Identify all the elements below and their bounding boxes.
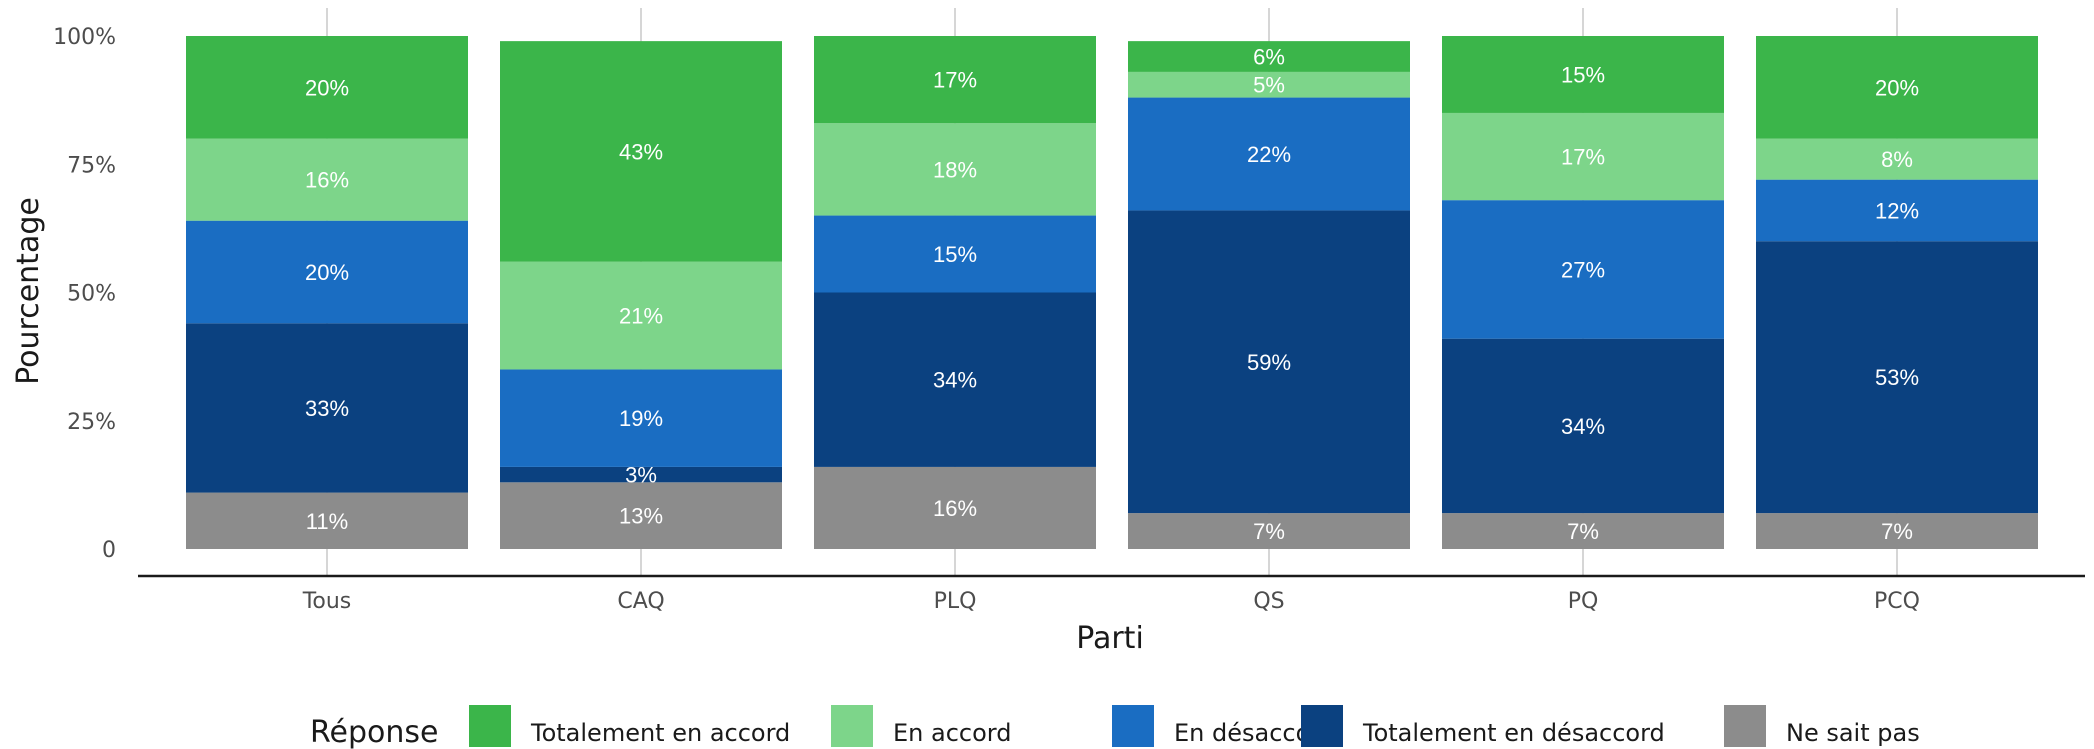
bar-segment <box>1756 36 2038 139</box>
bar-segment <box>186 138 468 221</box>
bar-value-label: 27% <box>1561 257 1605 282</box>
bar-segment <box>1756 138 2038 180</box>
bar-value-label: 7% <box>1567 519 1599 544</box>
segment-labels: 11% 33% 20% 16% 20% 13% 3% 19% 21% 43% 16% 34% 15% 18… <box>305 45 1919 545</box>
bar-value-label: 3% <box>625 463 657 488</box>
bar-segment <box>186 220 468 324</box>
bar-value-label: 34% <box>1561 414 1605 439</box>
bar-value-label: 13% <box>619 504 663 529</box>
legend-title: Réponse <box>310 715 438 749</box>
y-tick-label: 0 <box>102 538 116 563</box>
bar-value-label: 22% <box>1247 142 1291 167</box>
bar-segment <box>1442 513 1724 549</box>
bar-value-label: 20% <box>1875 75 1919 100</box>
bar-segment <box>186 36 468 139</box>
bar-value-label: 11% <box>306 509 348 534</box>
bar-value-label: 7% <box>1253 519 1285 544</box>
bar-segment <box>500 41 782 262</box>
bar-segment <box>814 292 1096 467</box>
bar-segment <box>814 123 1096 216</box>
bar-segment <box>1442 200 1724 339</box>
bar-value-label: 8% <box>1881 147 1913 172</box>
bar-value-label: 34% <box>933 368 977 393</box>
bar-segment <box>1128 71 1410 98</box>
bar-value-label: 53% <box>1875 365 1919 390</box>
x-tick-label: QS <box>1253 589 1284 614</box>
y-tick-label: 25% <box>67 410 116 435</box>
bar-segment <box>1756 513 2038 549</box>
y-tick-label: 100% <box>53 25 116 50</box>
bar-segment <box>814 215 1096 293</box>
bar-value-label: 43% <box>619 139 663 164</box>
bar-value-label: 17% <box>933 68 977 93</box>
bar-segment <box>1128 210 1410 514</box>
y-tick-label: 50% <box>67 282 116 307</box>
bar-segment <box>500 466 782 483</box>
legend-swatch <box>1724 705 1766 747</box>
bar-segment <box>1756 241 2038 514</box>
bar-value-label: 7% <box>1881 519 1913 544</box>
bar-value-label: 12% <box>1875 198 1919 223</box>
y-axis-title: Pourcentage <box>11 197 46 385</box>
bar-value-label: 19% <box>619 406 663 431</box>
bar-segment <box>1128 41 1410 72</box>
legend-swatch <box>831 705 873 747</box>
bar-segment <box>814 466 1096 549</box>
bar-segment <box>1756 179 2038 242</box>
bar-segment <box>1128 97 1410 211</box>
bar-value-label: 16% <box>305 168 349 193</box>
bar-value-label: 15% <box>933 242 977 267</box>
bar-segment <box>186 323 468 493</box>
bar-segment <box>1442 36 1724 113</box>
bars <box>186 36 2038 549</box>
x-tick-label: PCQ <box>1874 589 1920 614</box>
legend-label: Ne sait pas <box>1786 719 1920 747</box>
legend: Réponse Totalement en accord En accord En … <box>310 705 1920 749</box>
x-axis: Tous CAQ PLQ QS PQ PCQ <box>138 574 2085 614</box>
bar-value-label: 6% <box>1253 45 1285 70</box>
bar-segment <box>500 261 782 370</box>
bar-segment <box>1442 338 1724 514</box>
legend-swatch <box>469 705 511 747</box>
bar-value-label: 17% <box>1561 145 1605 170</box>
bar-segment <box>500 482 782 549</box>
bar-segment <box>814 36 1096 124</box>
legend-swatch <box>1301 705 1343 747</box>
bar-value-label: 18% <box>933 157 977 182</box>
legend-label: Totalement en accord <box>530 719 790 747</box>
y-axis: 0 25% 50% 75% 100% <box>53 25 116 563</box>
bar-value-label: 33% <box>305 396 349 421</box>
legend-label: En accord <box>893 719 1011 747</box>
y-tick-label: 75% <box>67 153 116 178</box>
bar-segment <box>1128 513 1410 549</box>
x-tick-label: Tous <box>302 589 352 614</box>
bar-value-label: 20% <box>305 260 349 285</box>
x-tick-label: PLQ <box>934 589 977 614</box>
x-tick-label: CAQ <box>617 589 664 614</box>
x-axis-title: Parti <box>1076 621 1144 656</box>
bar-value-label: 16% <box>933 496 977 521</box>
legend-label: Totalement en désaccord <box>1362 719 1665 747</box>
bar-value-label: 5% <box>1253 73 1285 98</box>
bar-value-label: 20% <box>305 75 349 100</box>
x-tick-label: PQ <box>1568 589 1599 614</box>
legend-swatch <box>1112 705 1154 747</box>
bar-segment <box>1442 112 1724 201</box>
bar-segment <box>186 492 468 549</box>
bar-value-label: 21% <box>619 304 663 329</box>
bar-value-label: 59% <box>1247 350 1291 375</box>
bar-segment <box>500 369 782 467</box>
bar-value-label: 15% <box>1561 62 1605 87</box>
